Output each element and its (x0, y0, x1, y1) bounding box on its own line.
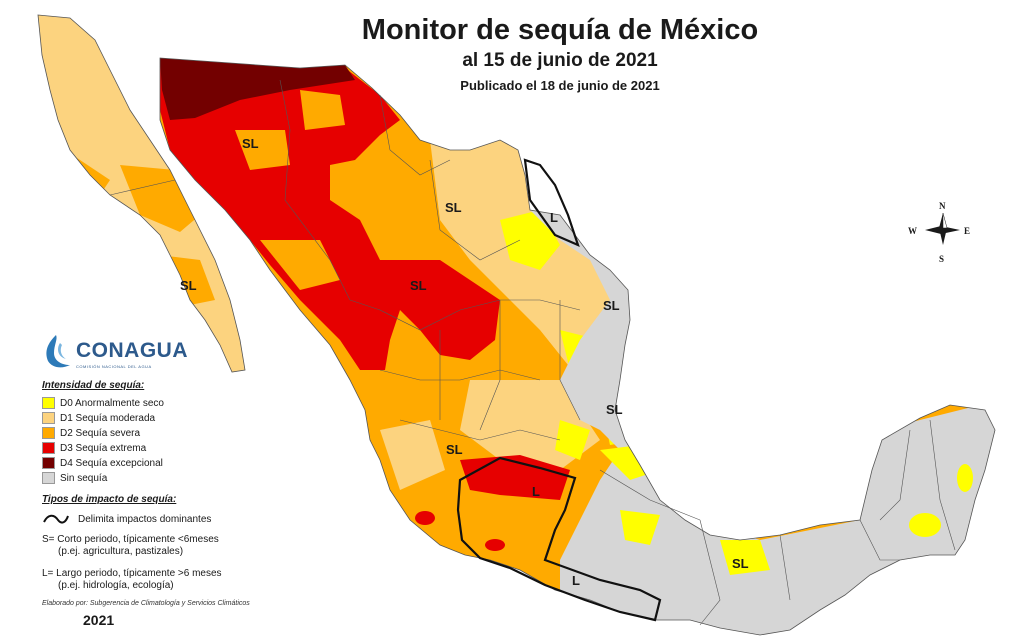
legend-label: D1 Sequía moderada (60, 412, 156, 424)
conagua-logo-icon (46, 335, 70, 368)
legend-swatch (42, 427, 55, 439)
svg-text:N: N (939, 201, 946, 211)
logo-tagline: COMISIÓN NACIONAL DEL AGUA (76, 364, 152, 369)
impact-line-label: Delimita impactos dominantes (78, 513, 212, 525)
legend-impact-title: Tipos de impacto de sequía: (42, 494, 177, 505)
mainland-mexico-outline (159, 57, 996, 636)
impact-s-line1: S= Corto periodo, típicamente <6meses (42, 534, 219, 545)
svg-text:W: W (908, 226, 917, 236)
legend-swatch (42, 442, 55, 454)
map-label: SL (410, 278, 427, 293)
logo-name: CONAGUA (76, 339, 188, 362)
impact-l-line2: (p.ej. hidrología, ecología) (58, 580, 174, 591)
legend-label: D0 Anormalmente seco (60, 397, 164, 409)
impact-s-line2: (p.ej. agricultura, pastizales) (58, 546, 184, 557)
legend-item: D3 Sequía extrema (42, 441, 146, 455)
legend-label: D2 Sequía severa (60, 427, 141, 439)
legend-swatch (42, 412, 55, 424)
map-label: SL (445, 200, 462, 215)
map-label: SL (603, 298, 620, 313)
legend-label: D4 Sequía excepcional (60, 457, 163, 469)
legend-label: D3 Sequía extrema (60, 442, 147, 454)
map-label: SL (606, 402, 623, 417)
legend-intensity-title: Intensidad de sequía: (42, 380, 145, 391)
map-subtitle: al 15 de junio de 2021 (462, 50, 658, 71)
state-boundaries (279, 79, 956, 626)
year-label: 2021 (83, 612, 115, 628)
legend-swatch (42, 472, 55, 484)
publication-date: Publicado el 18 de junio de 2021 (460, 78, 660, 93)
baja-california-outline (37, 14, 246, 373)
map-label: SL (446, 442, 463, 457)
impact-boundaries (456, 158, 662, 622)
legend-item: D1 Sequía moderada (42, 411, 155, 425)
map-label: SL (732, 556, 749, 571)
map-label: L (532, 484, 540, 499)
compass-rose-icon: N S E W (908, 201, 970, 264)
map-label: SL (180, 278, 197, 293)
svg-text:E: E (964, 226, 970, 236)
legend-impact-line: Delimita impactos dominantes (42, 512, 211, 526)
legend-item: Sin sequía (42, 471, 107, 485)
map-label: L (572, 573, 580, 588)
impact-line-icon (43, 514, 69, 524)
legend-label: Sin sequía (60, 472, 108, 484)
legend-item: D4 Sequía excepcional (42, 456, 163, 470)
legend-swatch (42, 397, 55, 409)
svg-text:S: S (939, 254, 944, 264)
map-title: Monitor de sequía de México (361, 14, 759, 46)
legend-item: D0 Anormalmente seco (42, 396, 164, 410)
mainland-mexico-region (160, 58, 995, 635)
map-label: SL (242, 136, 259, 151)
credit-text: Elaborado por: Subgerencia de Climatolog… (42, 600, 250, 607)
legend-swatch (42, 457, 55, 469)
legend-item: D2 Sequía severa (42, 426, 140, 440)
impact-l-line1: L= Largo periodo, típicamente >6 meses (42, 568, 222, 579)
impact-labels: SL SL SL SL SL SL SL L L L SL (180, 136, 749, 588)
map-label: L (550, 210, 558, 225)
